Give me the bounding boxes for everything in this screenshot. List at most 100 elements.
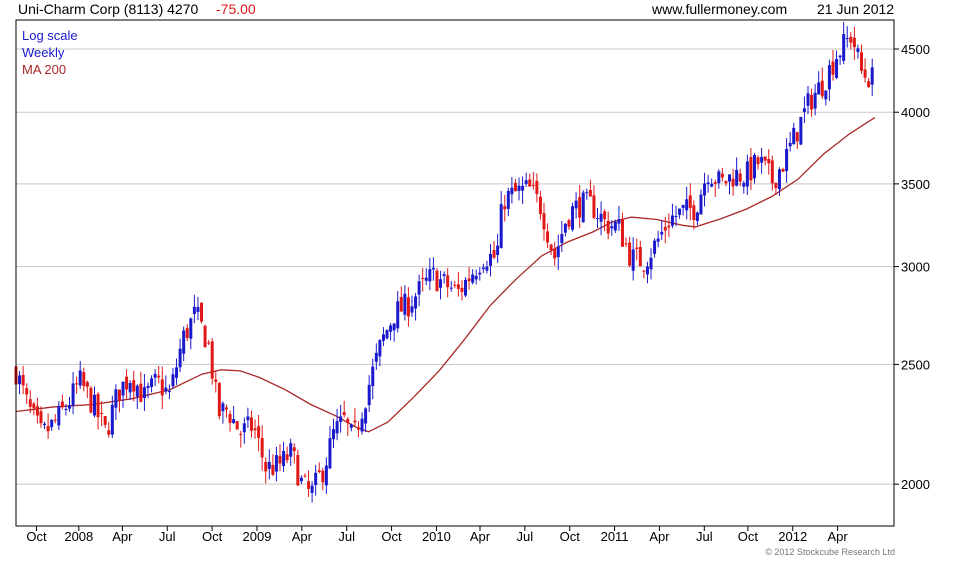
candle-body [606, 220, 610, 234]
candle [246, 407, 250, 428]
candle [649, 248, 653, 280]
candle [410, 295, 414, 317]
candle-body [521, 185, 525, 191]
candle [196, 296, 200, 321]
candle-body [421, 277, 425, 279]
candle-body [810, 94, 814, 110]
candle [574, 192, 578, 219]
candle [453, 280, 457, 289]
candle [799, 116, 803, 146]
candle-body [392, 323, 396, 331]
candle [64, 404, 68, 416]
candle-body [785, 148, 789, 172]
candle-body [496, 245, 500, 256]
candle [531, 171, 535, 190]
candle-body [217, 382, 221, 417]
candle [713, 179, 717, 197]
candle [785, 138, 789, 183]
candle-body [292, 447, 296, 452]
candle-body [374, 352, 378, 362]
x-tick-label-12: Oct [560, 529, 581, 544]
candle-body [478, 272, 482, 275]
x-tick-label-15: Jul [696, 529, 713, 544]
candle-body [835, 59, 839, 78]
instrument-title: Uni-Charm Corp (8113) 4270 [18, 1, 198, 17]
candle-body [688, 195, 692, 209]
candle-body [417, 281, 421, 295]
candle [838, 54, 842, 65]
candle [599, 201, 603, 236]
candle-body [724, 180, 728, 184]
candle-body [160, 379, 164, 396]
candle-body [817, 82, 821, 95]
candle [125, 369, 129, 399]
candle [656, 230, 660, 248]
chart-date: 21 Jun 2012 [817, 1, 894, 17]
candle-body [770, 160, 774, 184]
candle-body [32, 403, 36, 409]
candle-body [860, 52, 864, 71]
candle-body [856, 48, 860, 52]
candle-body [678, 208, 682, 215]
candle [524, 172, 528, 187]
x-tick-label-0: Oct [26, 529, 47, 544]
candle-body [628, 242, 632, 266]
candle-body [656, 238, 660, 242]
candle [264, 457, 268, 484]
candle-body [867, 81, 871, 88]
candle [760, 147, 764, 174]
site-url[interactable]: www.fullermoney.com [651, 1, 787, 17]
candle-body [503, 206, 507, 210]
x-tick-label-14: Apr [649, 529, 670, 544]
candle-body [150, 378, 154, 387]
candle-body [524, 180, 528, 184]
candle [385, 329, 389, 340]
candle-body [349, 424, 353, 428]
candle-body [114, 389, 118, 408]
candle [788, 131, 792, 152]
candle [43, 421, 47, 429]
y-tick-label-2000: 2000 [901, 477, 930, 492]
candle-body [200, 302, 204, 322]
candle-body [264, 461, 268, 472]
candle [110, 395, 114, 438]
y-tick-label-4000: 4000 [901, 105, 930, 120]
candle-body [692, 205, 696, 221]
candle [710, 178, 714, 188]
candle [164, 375, 168, 395]
candle-body [546, 231, 550, 243]
candle-body [403, 293, 407, 315]
candle [135, 384, 139, 410]
candle-body [556, 246, 560, 258]
candle-body [439, 279, 443, 288]
candle [349, 423, 353, 432]
candle-body [317, 470, 321, 473]
candle-body [460, 287, 464, 292]
candle-body [342, 412, 346, 416]
candle [756, 155, 760, 170]
candle [546, 223, 550, 249]
candle [653, 238, 657, 258]
candle-body [221, 403, 225, 412]
candle-body [285, 454, 289, 461]
candle-body [749, 157, 753, 181]
candle-body [399, 296, 403, 312]
candle [21, 365, 25, 395]
candle-body [542, 213, 546, 230]
x-tick-label-8: Oct [381, 529, 402, 544]
candle [414, 293, 418, 321]
candle-body [485, 266, 489, 271]
candle-body [18, 375, 22, 385]
ma-200-line [15, 117, 876, 433]
candle-body [25, 388, 29, 395]
candle-body [39, 411, 43, 424]
candle-body [510, 187, 514, 195]
candle-body [214, 379, 218, 382]
candle [852, 26, 856, 61]
candle [182, 326, 186, 362]
candle [581, 190, 585, 223]
candle-body [356, 427, 360, 430]
candle [592, 185, 596, 220]
candle [274, 446, 278, 482]
candle [392, 323, 396, 342]
